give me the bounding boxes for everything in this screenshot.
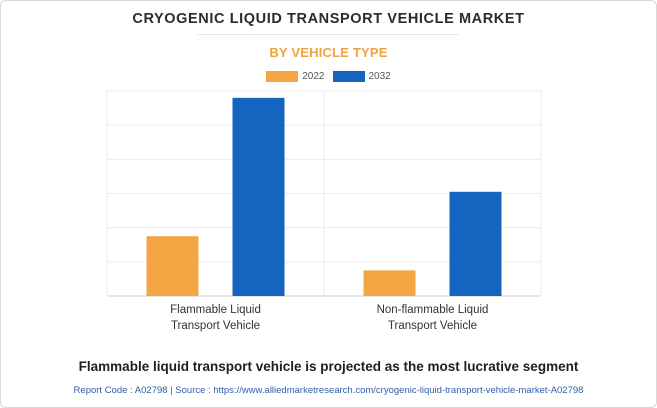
x-tick-label: Flammable Liquid Transport Vehicle <box>170 304 261 332</box>
x-tick-label: Non-flammable Liquid Transport Vehicle <box>377 304 489 332</box>
bar-2032-flammable <box>232 97 285 296</box>
bar-2022-non-flammable <box>363 270 416 296</box>
title-divider <box>198 34 459 35</box>
chart-subtitle: BY VEHICLE TYPE <box>269 45 388 60</box>
source-citation: Report Code : A02798 | Source : https://… <box>73 385 584 396</box>
legend: 2022 2032 <box>0 71 657 82</box>
legend-item-2032: 2032 <box>332 71 391 82</box>
legend-label-2032: 2032 <box>368 71 391 82</box>
legend-item-2022: 2022 <box>266 71 325 82</box>
legend-swatch-2022 <box>266 71 299 82</box>
lucrative-segment-statement: Flammable liquid transport vehicle is pr… <box>78 359 579 374</box>
bar-2022-flammable <box>146 236 199 296</box>
legend-label-2022: 2022 <box>302 71 325 82</box>
legend-swatch-2032 <box>332 71 365 82</box>
chart-title: CRYOGENIC LIQUID TRANSPORT VEHICLE MARKE… <box>132 11 525 27</box>
bar-2032-non-flammable <box>449 191 502 296</box>
